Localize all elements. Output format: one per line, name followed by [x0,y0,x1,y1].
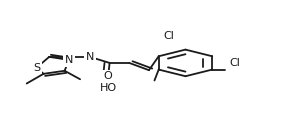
Text: Cl: Cl [229,58,240,68]
Text: N: N [65,55,73,65]
Text: HO: HO [100,83,117,93]
Text: N: N [86,52,94,62]
Text: O: O [104,71,113,81]
Text: Cl: Cl [163,31,174,41]
Text: S: S [33,63,40,73]
